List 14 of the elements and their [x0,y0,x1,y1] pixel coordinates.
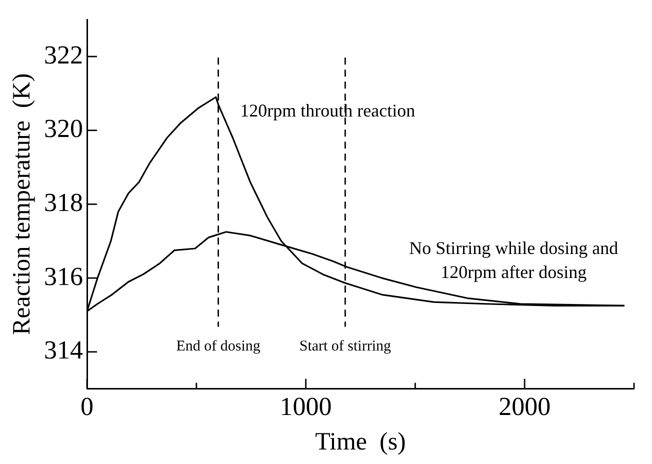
y-tick-label: 322 [44,40,83,70]
y-tick-label: 320 [44,114,83,144]
series-label: 120rpm throuth reaction [240,100,416,121]
series-label: No Stirring while dosing and 120rpm after dosing [409,238,618,282]
y-tick-label: 318 [44,188,83,218]
ref-line-label: End of dosing [176,338,261,355]
y-tick-label: 316 [44,262,83,291]
x-axis-title: Time (s) [315,428,406,456]
y-tick-label: 314 [44,336,83,365]
y-axis-title: Reaction temperature (K) [8,73,36,336]
x-tick-label: 1000 [280,392,332,422]
x-tick-label: 2000 [498,392,551,422]
ref-line-label: Start of stirring [299,338,392,355]
x-tick-label: 0 [80,392,94,422]
